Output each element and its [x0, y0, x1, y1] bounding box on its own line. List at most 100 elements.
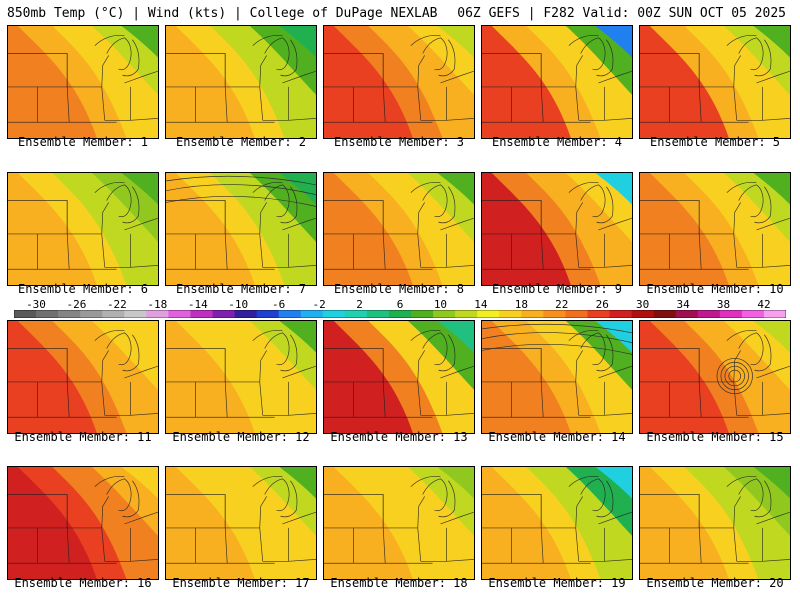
colorbar-swatch: [124, 310, 147, 318]
ensemble-member-label: Ensemble Member: 9: [491, 282, 623, 296]
colorbar-swatch: [719, 310, 743, 318]
temperature-field-map: [482, 321, 632, 433]
chart-title: 850mb Temp (°C) | Wind (kts) | College o…: [7, 6, 438, 21]
colorbar-swatch: [212, 310, 236, 318]
ensemble-map-panel: [165, 466, 317, 580]
colorbar-tick-label: 18: [514, 298, 528, 311]
temperature-field-map: [324, 321, 474, 433]
ensemble-member-label: Ensemble Member: 7: [175, 282, 307, 296]
colorbar-tick-label: 22: [555, 298, 569, 311]
temperature-field-map: [640, 321, 790, 433]
colorbar-swatch: [168, 310, 191, 318]
temperature-field-map: [8, 173, 158, 285]
colorbar-swatch: [455, 310, 478, 318]
temperature-field-map: [166, 321, 316, 433]
temperature-field-map: [482, 173, 632, 285]
ensemble-map-panel: [7, 320, 159, 434]
colorbar-swatch: [190, 310, 214, 318]
colorbar-tick-label: -30: [26, 298, 46, 311]
colorbar-tick-label: 34: [676, 298, 690, 311]
colorbar-swatch: [587, 310, 611, 318]
ensemble-map-panel: [323, 466, 475, 580]
ensemble-map-panel: [165, 320, 317, 434]
colorbar-swatch: [631, 310, 655, 318]
ensemble-map-panel: [481, 172, 633, 286]
ensemble-member-label: Ensemble Member: 8: [333, 282, 465, 296]
colorbar-swatch: [14, 310, 37, 318]
colorbar-tick-label: -6: [272, 298, 286, 311]
colorbar-swatch: [697, 310, 721, 318]
ensemble-member-label: Ensemble Member: 18: [330, 576, 468, 590]
colorbar-swatch: [477, 310, 500, 318]
temperature-field-map: [166, 467, 316, 579]
ensemble-member-label: Ensemble Member: 3: [333, 135, 465, 149]
colorbar-swatch: [146, 310, 169, 318]
colorbar-tick-label: -22: [106, 298, 127, 311]
ensemble-member-label: Ensemble Member: 5: [649, 135, 781, 149]
ensemble-map-panel: [481, 25, 633, 139]
colorbar-tick-label: 30: [636, 298, 650, 311]
colorbar-tick-label: 14: [474, 298, 488, 311]
colorbar-swatch: [741, 310, 765, 318]
colorbar-tick-label: -26: [66, 298, 87, 311]
colorbar-swatch: [543, 310, 566, 318]
colorbar-tick-label: -2: [312, 298, 326, 311]
temperature-field-map: [166, 26, 316, 138]
colorbar-swatch: [565, 310, 588, 318]
ensemble-map-panel: [323, 172, 475, 286]
temperature-field-map: [8, 467, 158, 579]
ensemble-map-panel: [481, 320, 633, 434]
ensemble-map-panel: [7, 25, 159, 139]
colorbar-swatch: [344, 310, 368, 318]
colorbar-tick-label: 10: [433, 298, 448, 311]
ensemble-map-panel: [165, 172, 317, 286]
ensemble-map-panel: [323, 320, 475, 434]
ensemble-member-label: Ensemble Member: 17: [172, 576, 310, 590]
temperature-field-map: [324, 173, 474, 285]
ensemble-member-label: Ensemble Member: 20: [646, 576, 784, 590]
ensemble-map-panel: [639, 466, 791, 580]
ensemble-map-panel: [481, 466, 633, 580]
ensemble-map-panel: [639, 172, 791, 286]
colorbar-swatch: [322, 310, 346, 318]
temperature-field-map: [482, 26, 632, 138]
ensemble-member-label: Ensemble Member: 12: [172, 430, 310, 444]
ensemble-map-panel: [639, 320, 791, 434]
ensemble-member-label: Ensemble Member: 10: [646, 282, 784, 296]
ensemble-member-label: Ensemble Member: 1: [17, 135, 149, 149]
colorbar-swatch: [234, 310, 258, 318]
colorbar-swatch: [256, 310, 280, 318]
model-run-info: 06Z GEFS | F282 Valid: 00Z SUN OCT 05 20…: [457, 6, 786, 21]
colorbar-swatch: [36, 310, 59, 318]
temperature-field-map: [324, 26, 474, 138]
ensemble-map-panel: [639, 25, 791, 139]
colorbar-tick-label: 26: [595, 298, 609, 311]
colorbar-tick-label: 6: [396, 298, 404, 311]
temperature-field-map: [324, 467, 474, 579]
ensemble-map-panel: [7, 172, 159, 286]
colorbar-swatch: [80, 310, 103, 318]
ensemble-member-label: Ensemble Member: 6: [17, 282, 149, 296]
ensemble-member-label: Ensemble Member: 14: [488, 430, 626, 444]
ensemble-map-panel: [165, 25, 317, 139]
colorbar-swatch: [102, 310, 125, 318]
ensemble-member-label: Ensemble Member: 16: [14, 576, 152, 590]
temperature-field-map: [8, 26, 158, 138]
colorbar-swatch: [411, 310, 434, 318]
ensemble-member-label: Ensemble Member: 2: [175, 135, 307, 149]
ensemble-map-panel: [7, 466, 159, 580]
temperature-field-map: [166, 173, 316, 285]
colorbar-tick-label: -10: [228, 298, 249, 311]
colorbar-swatch: [278, 310, 302, 318]
colorbar-tick-label: 38: [716, 298, 731, 311]
colorbar-swatch: [763, 310, 786, 318]
temperature-field-map: [640, 467, 790, 579]
temperature-field-map: [640, 173, 790, 285]
ensemble-member-label: Ensemble Member: 11: [14, 430, 152, 444]
colorbar-tick-label: -14: [187, 298, 208, 311]
colorbar-swatch: [675, 310, 699, 318]
colorbar-swatch: [388, 310, 412, 318]
colorbar-swatch: [521, 310, 544, 318]
temperature-field-map: [8, 321, 158, 433]
ensemble-member-label: Ensemble Member: 4: [491, 135, 623, 149]
